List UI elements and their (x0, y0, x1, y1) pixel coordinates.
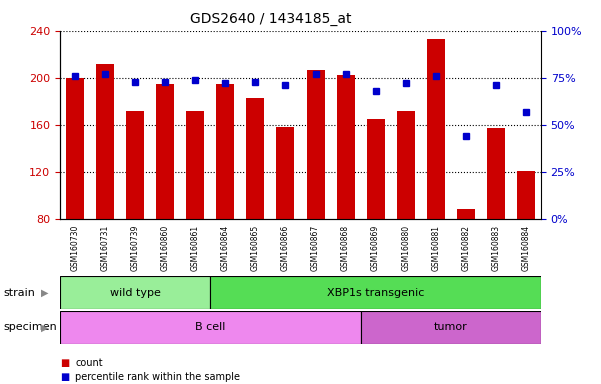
Text: XBP1s transgenic: XBP1s transgenic (327, 288, 424, 298)
Text: percentile rank within the sample: percentile rank within the sample (75, 372, 240, 382)
Text: GSM160883: GSM160883 (492, 225, 500, 271)
Bar (427, 39, 445, 219)
Text: GSM160731: GSM160731 (101, 225, 109, 271)
Text: GSM160880: GSM160880 (401, 225, 410, 271)
Bar (96, 64, 114, 219)
Bar (487, 128, 505, 219)
Bar (66, 78, 84, 219)
Text: GSM160865: GSM160865 (251, 225, 260, 271)
Text: tumor: tumor (434, 322, 468, 333)
FancyBboxPatch shape (210, 276, 541, 309)
FancyBboxPatch shape (60, 276, 210, 309)
Bar (397, 111, 415, 219)
Bar (367, 119, 385, 219)
FancyBboxPatch shape (361, 311, 541, 344)
Text: GSM160739: GSM160739 (131, 225, 139, 271)
Bar (156, 84, 174, 219)
Text: GSM160861: GSM160861 (191, 225, 200, 271)
Text: ■: ■ (60, 358, 69, 368)
Text: GSM160866: GSM160866 (281, 225, 290, 271)
Bar (517, 170, 535, 219)
Bar (126, 111, 144, 219)
Text: ▶: ▶ (41, 288, 49, 298)
Text: GSM160869: GSM160869 (371, 225, 380, 271)
Bar (276, 127, 294, 219)
Text: count: count (75, 358, 103, 368)
Text: GSM160730: GSM160730 (71, 225, 79, 271)
Text: GSM160884: GSM160884 (522, 225, 530, 271)
Bar (246, 98, 264, 219)
Text: specimen: specimen (3, 322, 56, 333)
Bar (457, 210, 475, 219)
Bar (337, 75, 355, 219)
Bar (307, 70, 325, 219)
Text: ■: ■ (60, 372, 69, 382)
Text: GSM160864: GSM160864 (221, 225, 230, 271)
Text: GSM160867: GSM160867 (311, 225, 320, 271)
Text: ▶: ▶ (41, 322, 49, 333)
Text: wild type: wild type (110, 288, 160, 298)
Text: GSM160881: GSM160881 (432, 225, 440, 271)
Text: GSM160860: GSM160860 (161, 225, 169, 271)
Text: GDS2640 / 1434185_at: GDS2640 / 1434185_at (190, 12, 351, 25)
Text: B cell: B cell (195, 322, 225, 333)
Text: GSM160868: GSM160868 (341, 225, 350, 271)
FancyBboxPatch shape (60, 311, 361, 344)
Bar (216, 84, 234, 219)
Text: GSM160882: GSM160882 (462, 225, 470, 271)
Text: strain: strain (3, 288, 35, 298)
Bar (186, 111, 204, 219)
